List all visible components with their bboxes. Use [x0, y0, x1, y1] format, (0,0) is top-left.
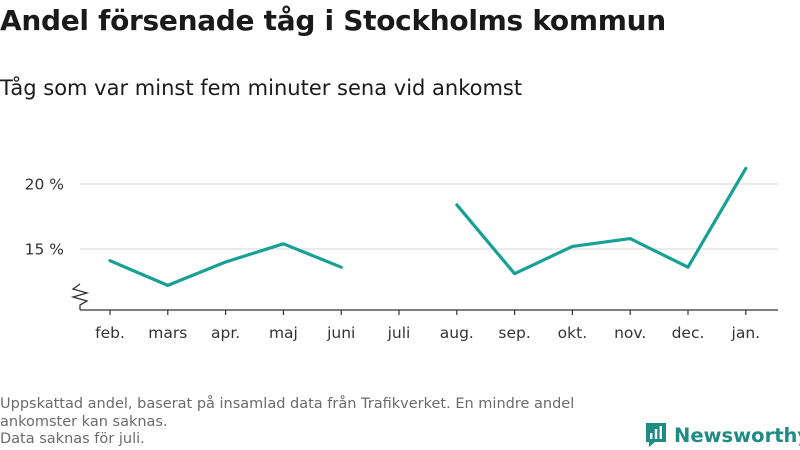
x-tick-label: jan. [731, 324, 761, 342]
axis-break-icon [70, 283, 90, 310]
chart-subtitle: Tåg som var minst fem minuter sena vid a… [0, 76, 523, 100]
x-tick-label: feb. [95, 324, 125, 342]
chart-title: Andel försenade tåg i Stockholms kommun [0, 4, 666, 37]
newsworthy-logo-icon [646, 423, 666, 447]
y-tick-label: 20 % [25, 176, 64, 194]
x-tick-label: juni [326, 324, 355, 342]
brand-name: Newsworthy [674, 423, 800, 447]
x-tick-label: sep. [498, 324, 530, 342]
x-tick-label: juli [387, 324, 411, 342]
series-line [108, 242, 343, 287]
footnote-source: Uppskattad andel, baserat på insamlad da… [0, 396, 575, 430]
y-tick-label: 15 % [25, 241, 64, 259]
footnote-missing-data: Data saknas för juli. [0, 431, 145, 447]
x-tick-label: apr. [211, 324, 240, 342]
x-tick-label: mars [148, 324, 187, 342]
x-tick-label: dec. [672, 324, 705, 342]
x-tick-label: maj [269, 324, 298, 342]
brand-logo: Newsworthy [644, 421, 800, 449]
x-tick-label: aug. [440, 324, 474, 342]
chart-footnote: Uppskattad andel, baserat på insamlad da… [0, 396, 630, 449]
x-tick-label: nov. [614, 324, 646, 342]
line-chart: 15 % 20 % feb. mars apr. maj juni juli aug. sep. o… [25, 166, 778, 342]
x-tick-label: okt. [558, 324, 587, 342]
series-line [455, 166, 748, 276]
